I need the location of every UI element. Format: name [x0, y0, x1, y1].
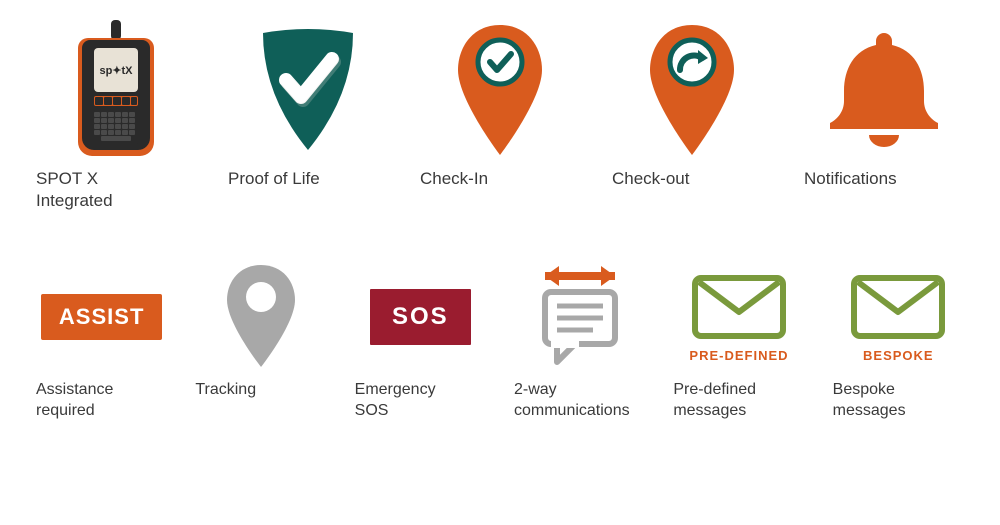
feature-predefined: PRE-DEFINED Pre-definedmessages	[667, 262, 810, 422]
feature-spotx: sp✦tX SPOT XIntegrated	[30, 20, 202, 212]
pin-gray-icon	[221, 262, 301, 372]
envelope-bespoke-icon: BESPOKE	[848, 262, 948, 372]
feature-bespoke: BESPOKE Bespokemessages	[827, 262, 970, 422]
feature-label: Notifications	[798, 168, 970, 190]
feature-proof-of-life: Proof of Life	[222, 20, 394, 212]
feature-label: Pre-definedmessages	[667, 380, 810, 422]
feature-label: Tracking	[189, 380, 332, 401]
feature-sos: SOS EmergencySOS	[349, 262, 492, 422]
feature-label: EmergencySOS	[349, 380, 492, 422]
pin-arrow-icon	[642, 20, 742, 160]
feature-label: Check-out	[606, 168, 778, 190]
feature-label: Bespokemessages	[827, 380, 970, 422]
sos-text: SOS	[370, 289, 471, 345]
feature-label: Proof of Life	[222, 168, 394, 190]
feature-tracking: Tracking	[189, 262, 332, 422]
envelope-sublabel: PRE-DEFINED	[689, 348, 788, 363]
features-row-1: sp✦tX SPOT XIntegrated	[30, 20, 970, 212]
sos-badge-icon: SOS	[370, 262, 471, 372]
feature-label: SPOT XIntegrated	[30, 168, 202, 212]
pin-check-icon	[450, 20, 550, 160]
feature-assistance: ASSIST Assistancerequired	[30, 262, 173, 422]
spotx-device-icon: sp✦tX	[78, 20, 154, 160]
assist-text: ASSIST	[41, 294, 162, 340]
svg-text:sp✦tX: sp✦tX	[99, 65, 133, 77]
feature-label: Check-In	[414, 168, 586, 190]
bell-icon	[819, 20, 949, 160]
shield-check-icon	[248, 20, 368, 160]
chat-2way-icon	[525, 262, 635, 372]
feature-2way: 2-waycommunications	[508, 262, 651, 422]
envelope-predefined-icon: PRE-DEFINED	[689, 262, 789, 372]
feature-notifications: Notifications	[798, 20, 970, 212]
assist-badge-icon: ASSIST	[41, 262, 162, 372]
feature-label: Assistancerequired	[30, 380, 173, 422]
feature-check-in: Check-In	[414, 20, 586, 212]
feature-check-out: Check-out	[606, 20, 778, 212]
envelope-sublabel: BESPOKE	[863, 348, 934, 363]
feature-label: 2-waycommunications	[508, 380, 651, 422]
features-row-2: ASSIST Assistancerequired Tracking SOS E…	[30, 262, 970, 422]
